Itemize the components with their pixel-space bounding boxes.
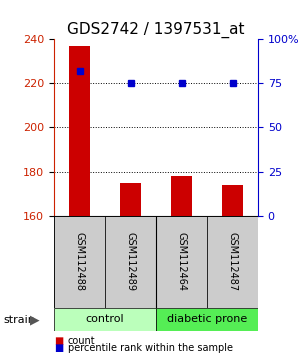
Bar bbox=[156, 308, 258, 331]
Bar bbox=[105, 216, 156, 308]
Bar bbox=[54, 216, 105, 308]
Bar bbox=[171, 176, 192, 216]
Text: GSM112487: GSM112487 bbox=[227, 232, 238, 292]
Text: diabetic prone: diabetic prone bbox=[167, 314, 247, 325]
Bar bbox=[69, 46, 90, 216]
Text: ■: ■ bbox=[54, 336, 63, 346]
Bar bbox=[54, 308, 156, 331]
Bar bbox=[207, 216, 258, 308]
Text: GSM112464: GSM112464 bbox=[176, 233, 187, 291]
Text: count: count bbox=[68, 336, 95, 346]
Title: GDS2742 / 1397531_at: GDS2742 / 1397531_at bbox=[67, 21, 245, 38]
Text: percentile rank within the sample: percentile rank within the sample bbox=[68, 343, 232, 353]
Text: ▶: ▶ bbox=[30, 313, 39, 326]
Text: GSM112489: GSM112489 bbox=[125, 233, 136, 291]
Bar bbox=[156, 216, 207, 308]
Text: strain: strain bbox=[3, 315, 35, 325]
Text: control: control bbox=[86, 314, 124, 325]
Bar bbox=[222, 185, 243, 216]
Text: GSM112488: GSM112488 bbox=[74, 233, 85, 291]
Text: ■: ■ bbox=[54, 343, 63, 353]
Bar bbox=[120, 183, 141, 216]
